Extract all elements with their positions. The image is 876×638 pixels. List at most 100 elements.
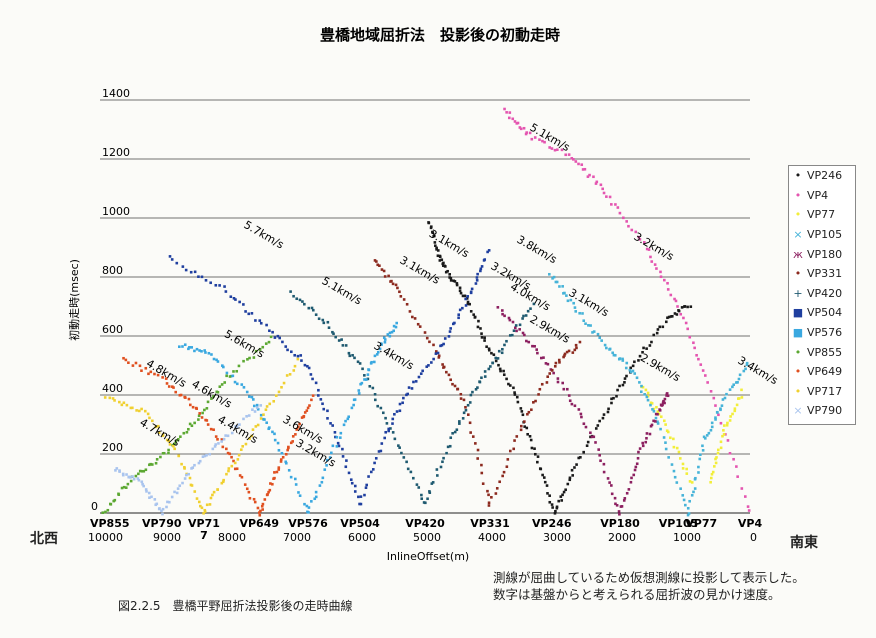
source-label-vp246: VP246 — [532, 517, 572, 530]
data-point — [657, 412, 661, 416]
data-point — [570, 402, 574, 406]
data-point — [241, 444, 244, 448]
data-point — [347, 351, 351, 355]
data-point — [269, 482, 272, 485]
legend-marker: • — [794, 365, 802, 379]
data-point — [631, 364, 635, 368]
data-point — [282, 381, 286, 385]
data-point — [431, 230, 434, 234]
data-point — [371, 386, 375, 390]
data-point — [714, 457, 717, 461]
data-point — [298, 422, 301, 426]
data-point — [508, 111, 512, 114]
data-point — [717, 448, 720, 452]
data-point — [375, 353, 379, 356]
data-point — [170, 495, 174, 499]
data-point — [348, 354, 352, 358]
source-label-vp105: VP105 — [659, 517, 699, 530]
data-point — [701, 444, 704, 448]
data-point — [131, 475, 134, 478]
data-point — [237, 453, 241, 457]
y-tick-label: 600 — [102, 323, 123, 336]
source-label-vp77: VP77 — [685, 517, 717, 530]
data-point — [490, 351, 493, 355]
data-point — [164, 377, 168, 380]
data-point — [190, 346, 194, 349]
data-point — [447, 335, 451, 338]
data-point — [226, 451, 230, 455]
data-point — [501, 309, 504, 312]
data-point — [601, 187, 604, 191]
source-label-vp855: VP855 — [90, 517, 130, 530]
data-point — [710, 472, 714, 476]
velocity-label: 4.8km/s — [144, 357, 189, 390]
data-point — [277, 468, 281, 471]
data-point — [515, 122, 519, 125]
data-point — [565, 387, 569, 391]
data-point — [483, 370, 487, 373]
data-point — [501, 474, 504, 478]
data-point — [476, 386, 479, 389]
data-point — [400, 451, 403, 455]
data-point — [287, 445, 290, 449]
data-point — [537, 393, 540, 396]
legend-item-vp180: ж VP180 — [789, 244, 855, 264]
data-point — [235, 425, 239, 428]
data-point — [297, 491, 300, 494]
grid-lines — [100, 99, 750, 514]
data-point — [225, 374, 228, 378]
data-point — [501, 312, 504, 316]
data-point — [578, 311, 581, 315]
data-point — [330, 451, 333, 455]
data-point — [487, 348, 491, 352]
data-point — [455, 428, 459, 432]
series-vp105 — [548, 272, 749, 517]
data-point — [610, 484, 613, 487]
data-point — [641, 441, 645, 445]
data-point — [738, 373, 742, 377]
y-tick-label: 1400 — [102, 87, 130, 100]
data-point — [565, 294, 568, 297]
data-point — [320, 480, 324, 484]
data-point — [448, 444, 452, 448]
legend-marker: ■ — [792, 326, 804, 340]
data-point — [496, 306, 500, 309]
data-point — [303, 363, 307, 367]
data-point — [627, 488, 631, 491]
data-point — [309, 373, 313, 376]
data-point — [494, 359, 498, 363]
data-point — [173, 442, 177, 445]
data-point — [469, 290, 473, 294]
legend-item-vp855: • VP855 — [789, 342, 855, 362]
data-point — [430, 361, 433, 364]
data-point — [337, 444, 341, 448]
data-point — [289, 441, 293, 445]
data-point — [101, 511, 105, 515]
data-point — [259, 417, 263, 420]
data-point — [723, 424, 726, 427]
data-point — [586, 440, 590, 444]
data-point — [426, 497, 429, 501]
data-point — [585, 444, 589, 448]
data-point — [661, 403, 664, 407]
data-point — [592, 330, 596, 333]
data-point — [378, 264, 381, 267]
data-point — [679, 312, 683, 316]
data-point — [453, 430, 457, 434]
legend-item-vp246: • VP246 — [789, 166, 855, 186]
data-point — [599, 183, 603, 187]
data-point — [478, 380, 482, 384]
data-point — [525, 339, 528, 343]
legend-marker: • — [794, 208, 802, 222]
data-point — [210, 353, 213, 356]
legend-label: VP180 — [807, 247, 843, 261]
data-point — [448, 276, 451, 279]
data-point — [629, 366, 633, 370]
data-point — [596, 332, 600, 336]
data-point — [480, 471, 484, 475]
data-point — [181, 481, 184, 485]
data-point — [641, 350, 644, 354]
data-point — [197, 418, 200, 421]
data-point — [200, 416, 204, 419]
data-point — [307, 511, 310, 514]
